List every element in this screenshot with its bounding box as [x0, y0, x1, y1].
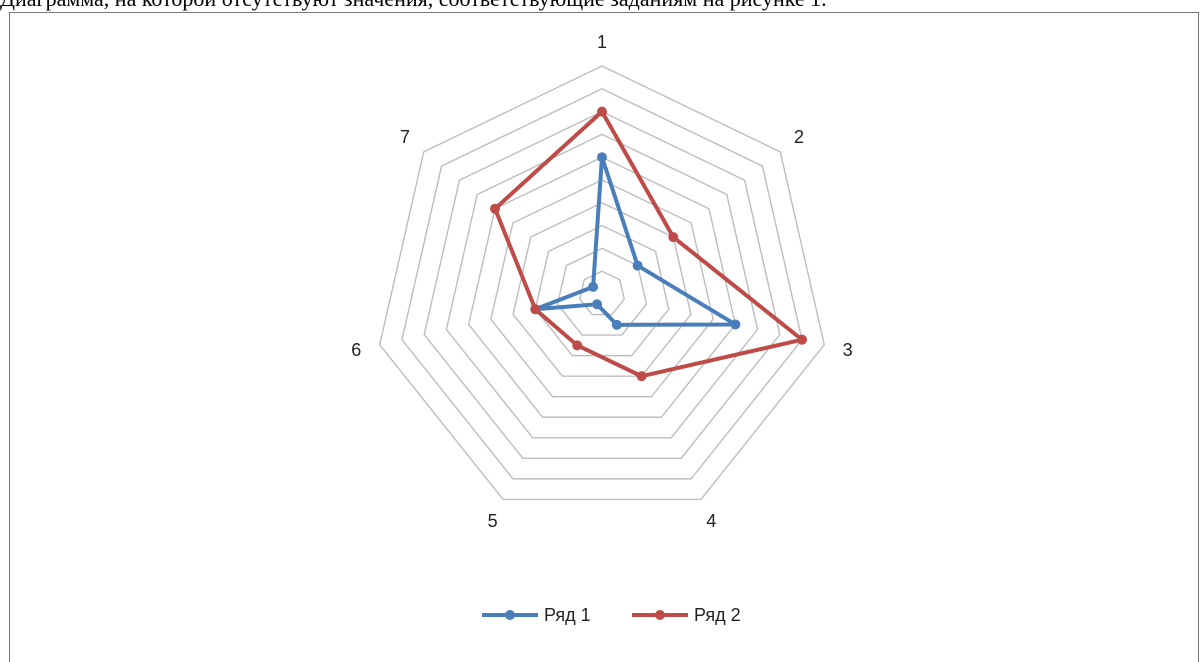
grid-ring-4: [512, 202, 692, 377]
series-1-point-3: [730, 319, 741, 330]
legend: Ряд 1 Ряд 2: [482, 605, 741, 625]
legend-label-1: Ряд 1: [544, 605, 591, 625]
axis-label-6: 6: [351, 340, 361, 360]
axis-label-1: 1: [597, 32, 607, 52]
grid-ring-5: [490, 179, 714, 398]
series-1-point-2: [632, 260, 643, 271]
series-line-1: [533, 155, 738, 327]
series-1-point-1: [597, 152, 607, 163]
series-2-point-4: [636, 371, 647, 382]
series-2-point-5: [572, 340, 583, 351]
series-2-point-7: [490, 203, 501, 214]
axis-label-4: 4: [706, 511, 716, 531]
grid-ring-7: [445, 133, 759, 439]
grid-ring-2: [556, 247, 648, 336]
grid-ring-6: [467, 156, 737, 418]
series-2-point-6: [530, 304, 541, 315]
axis-label-5: 5: [488, 511, 498, 531]
series-2-point-2: [668, 232, 679, 243]
grid-ring-8: [423, 110, 781, 460]
series-1-point-5: [592, 299, 603, 310]
axis-labels: 1 2 3 4 5 6 7: [351, 32, 852, 531]
radar-grid: [378, 65, 826, 501]
chart-frame: [9, 12, 1199, 662]
series-2-point-3: [797, 334, 808, 345]
grid-ring-3: [534, 224, 670, 357]
series-2-point-1: [597, 106, 607, 117]
grid-ring-10: [378, 65, 826, 501]
grid-ring-9: [401, 88, 803, 480]
series-line-2: [493, 109, 805, 379]
grid-ring-1: [579, 270, 625, 316]
series-1-point-4: [611, 319, 622, 330]
series-1-point-7: [588, 281, 599, 292]
axis-label-7: 7: [400, 127, 410, 147]
legend-marker-1: [505, 610, 515, 620]
legend-marker-2: [655, 610, 665, 620]
axis-label-3: 3: [843, 340, 853, 360]
page-top-text: Диаграмма, на которой отсутствуют значен…: [0, 0, 1203, 11]
axis-label-2: 2: [794, 127, 804, 147]
series-layer: [490, 106, 808, 382]
legend-label-2: Ряд 2: [694, 605, 741, 625]
